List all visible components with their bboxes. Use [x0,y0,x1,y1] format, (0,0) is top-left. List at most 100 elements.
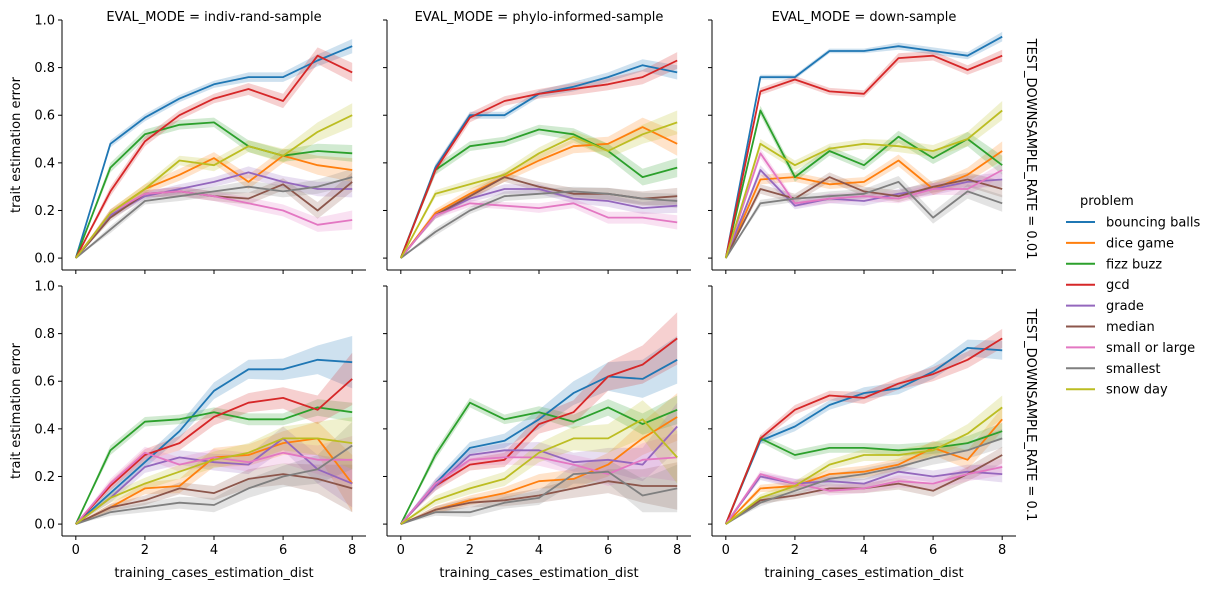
series-line-fizz-buzz [724,109,1003,259]
y-tick-label: 0.8 [34,327,55,342]
series-line-fizz-buzz [399,401,678,525]
panel-r1-c2: 0 2 4 6 8 training_cases_estimation_dist [708,285,1016,581]
ci-band-smallest [725,428,1003,525]
series-line-median [400,480,678,525]
x-axis-label: training_cases_estimation_dist [764,566,963,581]
series-line-snow-day [400,418,678,525]
ci-band-grade [725,464,1003,525]
ci-band-gcd [400,312,678,525]
row-title: TEST_DOWNSAMPLE_RATE = 0.1 [1023,308,1038,521]
x-tick-label: 8 [673,543,681,558]
row-title: TEST_DOWNSAMPLE_RATE = 0.01 [1023,38,1038,260]
ci-band-median [400,462,678,525]
y-tick-label: 0.6 [34,375,55,390]
legend-item: dice game [1066,236,1174,251]
legend-label: smallest [1106,362,1161,377]
y-axis-label: trait estimation error [9,76,24,213]
series-line-gcd [75,378,353,525]
x-tick-label: 0 [397,543,405,558]
y-tick-label: 0.8 [34,61,55,76]
legend-item: snow day [1066,383,1168,398]
legend-item: small or large [1066,341,1195,356]
legend-label: fizz buzz [1106,257,1162,272]
series-line-grade [724,169,1003,259]
series-line-small-or-large [400,456,678,525]
y-axis-label: trait estimation error [9,342,24,479]
series-line-snow-day [725,406,1003,525]
ci-band-snow-day [400,400,678,525]
ci-band-gcd [725,328,1003,525]
y-tick-label: 0.6 [34,109,55,124]
y-tick-label: 0.2 [34,470,55,485]
y-tick-label: 1.0 [34,14,55,29]
series-line-bouncing-balls [724,35,1003,259]
series-line-smallest [75,176,353,259]
ci-band-snow-day [400,110,678,259]
x-axis-label: training_cases_estimation_dist [114,566,313,581]
ci-band-smallest [725,176,1003,259]
ci-band-bouncing-balls [400,336,678,525]
series-line-snow-day [724,109,1003,259]
series-line-fizz-buzz [724,430,1003,525]
ci-band-bouncing-balls [725,31,1003,259]
legend-label: snow day [1106,383,1168,398]
y-tick-label: 0.4 [34,156,55,171]
legend-label: median [1106,320,1155,335]
x-tick-label: 8 [348,543,356,558]
series-line-small-or-large [400,202,678,259]
series-line-gcd [75,54,353,259]
ci-band-fizz-buzz [75,399,353,525]
series-line-grade [75,437,353,525]
series-line-bouncing-balls [75,358,353,525]
ci-band-median [725,172,1003,259]
y-tick-label: 0.0 [34,518,55,533]
ci-band-dice-game [400,393,678,525]
series-line-snow-day [75,114,353,259]
panel-r0-c1 [383,19,691,274]
ci-band-dice-game [75,421,353,525]
series-line-fizz-buzz [399,128,678,259]
legend-label: grade [1106,299,1144,314]
panel-r0-c0: 0.0 0.2 0.4 0.6 0.8 1.0 trait estimation error [9,14,366,274]
series-line-median [724,176,1003,259]
legend-label: dice game [1106,236,1174,251]
ci-band-small-or-large [400,198,678,259]
ci-band-dice-game [725,407,1003,525]
legend-item: bouncing balls [1066,216,1201,231]
series-line-snow-day [75,437,353,525]
series-line-fizz-buzz [74,406,353,525]
legend: problem bouncing balls dice game fizz buzz g… [1066,194,1201,398]
series-line-snow-day [400,121,678,259]
series-line-gcd [400,337,678,525]
series-line-small-or-large [75,190,353,259]
series-line-gcd [724,54,1003,259]
panels-layer: EVAL_MODE = indiv-rand-sample EVAL_MODE =… [9,10,1038,581]
column-title: EVAL_MODE = phylo-informed-sample [415,10,664,25]
ci-band-grade [75,166,353,259]
ci-band-bouncing-balls [75,39,353,259]
x-tick-label: 2 [141,543,149,558]
panel-r1-c1: 0 2 4 6 8 training_cases_estimation_dist [383,285,691,581]
series-line-smallest [725,180,1003,259]
series-line-dice-game [725,418,1003,525]
legend-label: small or large [1106,341,1195,356]
series-line-grade [725,470,1003,525]
x-tick-label: 2 [791,543,799,558]
series-line-smallest [725,437,1003,525]
series-line-median [75,473,353,525]
ci-band-small-or-large [75,186,353,259]
ci-band-small-or-large [725,458,1003,525]
ci-band-small-or-large [400,433,678,525]
column-title: EVAL_MODE = down-sample [772,10,957,25]
ci-band-snow-day [725,395,1003,525]
ci-band-median [725,446,1003,525]
ci-band-gcd [75,352,353,525]
y-tick-label: 0.4 [34,422,55,437]
ci-band-snow-day [75,103,353,259]
y-tick-label: 0.0 [34,252,55,267]
series-line-bouncing-balls [400,359,678,525]
series-line-small-or-large [724,152,1003,259]
series-line-dice-game [724,150,1003,259]
x-axis-label: training_cases_estimation_dist [439,566,638,581]
